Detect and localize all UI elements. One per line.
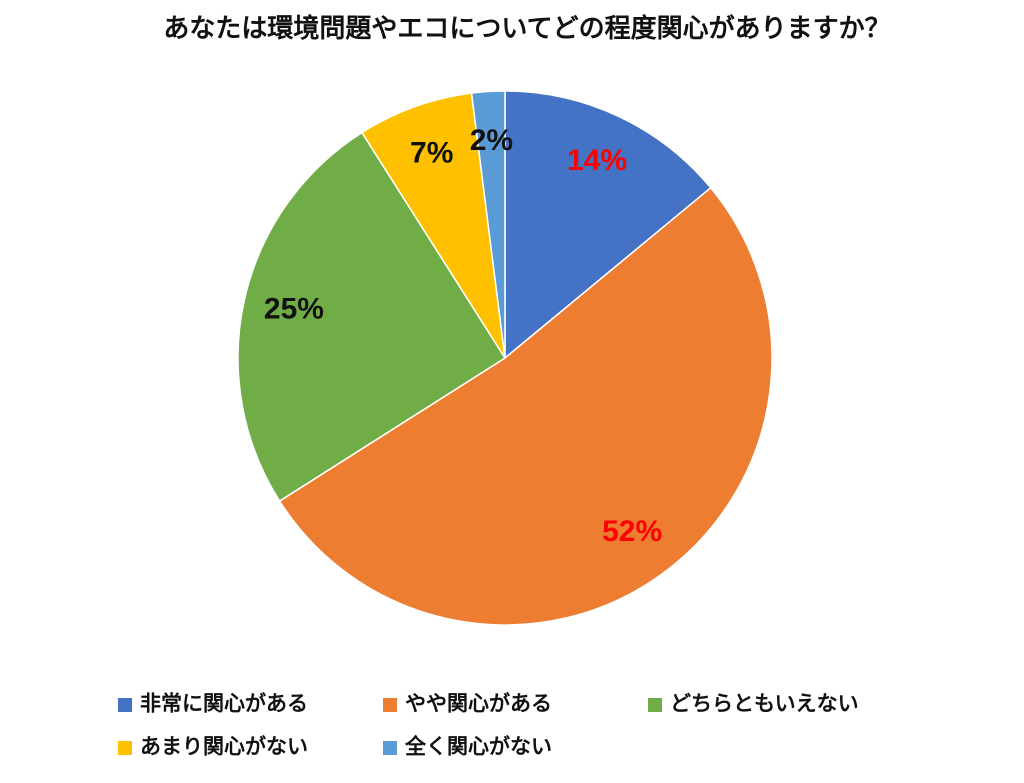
chart-title: あなたは環境問題やエコについてどの程度関心がありますか？	[163, 13, 890, 43]
legend-label: どちらともいえない	[670, 693, 859, 716]
legend-swatch	[118, 698, 132, 712]
data-label: 52%	[602, 515, 662, 548]
data-label: 25%	[264, 293, 324, 326]
legend-swatch	[648, 698, 662, 712]
legend-swatch	[118, 741, 132, 755]
pie-slice	[237, 131, 507, 503]
legend-swatch	[383, 741, 397, 755]
pie-slice	[470, 90, 506, 359]
legend-label: やや関心がある	[405, 692, 552, 716]
data-label: 2%	[470, 124, 513, 157]
legend-label: あまり関心がない	[140, 735, 308, 759]
legend-swatch	[383, 698, 397, 712]
legend-label: 全く関心がない	[404, 735, 552, 759]
pie-slice	[360, 92, 506, 359]
data-label: 14%	[567, 144, 627, 177]
pie-slice	[278, 186, 773, 626]
legend-label: 非常に関心がある	[140, 692, 308, 716]
data-label: 7%	[410, 136, 453, 169]
pie-slice	[504, 90, 712, 360]
